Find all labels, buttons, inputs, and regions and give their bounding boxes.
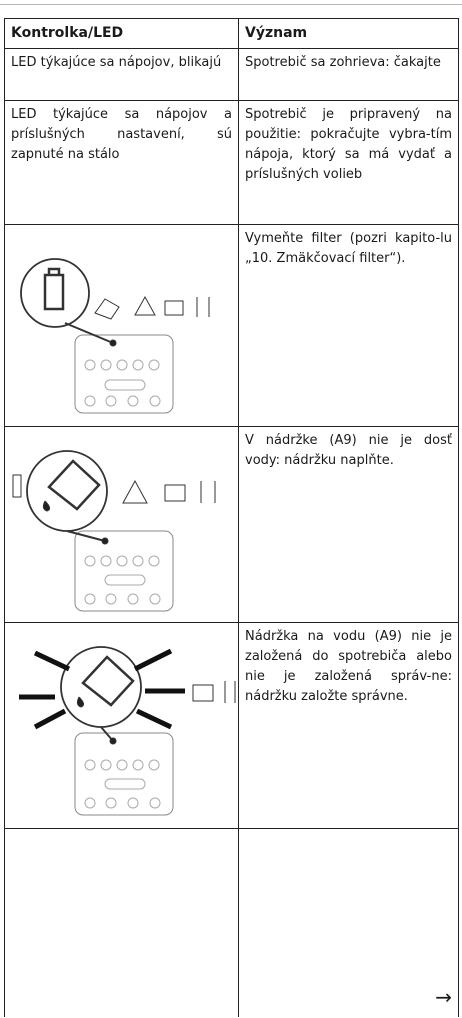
indicator-table: Kontrolka/LED Význam LED týkajúce sa náp… [4,18,459,1017]
meaning: Vymeňte filter (pozri kapito-lu „10. Zmä… [238,224,459,427]
empty-cell [4,828,239,1017]
indicator: LED týkajúce sa nápojov, blikajú [4,48,239,101]
meaning: Spotrebič je pripravený na použitie: pok… [238,100,459,225]
header-cell: Význam [238,18,459,49]
row: V nádržke (A9) nie je dosť vody: nádržku… [4,426,459,623]
row: LED týkajúce sa nápojov a príslušných na… [4,100,459,225]
water-illustration [12,450,216,612]
meaning: V nádržke (A9) nie je dosť vody: nádržku… [238,426,459,623]
illustration-cell [4,622,239,829]
header-cell: Kontrolka/LED [4,18,239,49]
filter-illustration [20,258,210,414]
row: Nádržka na vodu (A9) nie je založená do … [4,622,459,829]
illustration-cell [4,426,239,623]
tank-illustration [19,646,236,816]
row: → [4,828,459,1017]
meaning: Spotrebič sa zohrieva: čakajte [238,48,459,101]
illustration-cell [4,224,239,427]
indicator: LED týkajúce sa nápojov a príslušných na… [4,100,239,225]
meaning: Nádržka na vodu (A9) nie je založená do … [238,622,459,829]
row: Vymeňte filter (pozri kapito-lu „10. Zmä… [4,224,459,427]
continued-arrow: → [238,828,459,1017]
row: LED týkajúce sa nápojov, blikajú Spotreb… [4,48,459,101]
header-row: Kontrolka/LED Význam [4,18,459,49]
rule [0,4,462,5]
